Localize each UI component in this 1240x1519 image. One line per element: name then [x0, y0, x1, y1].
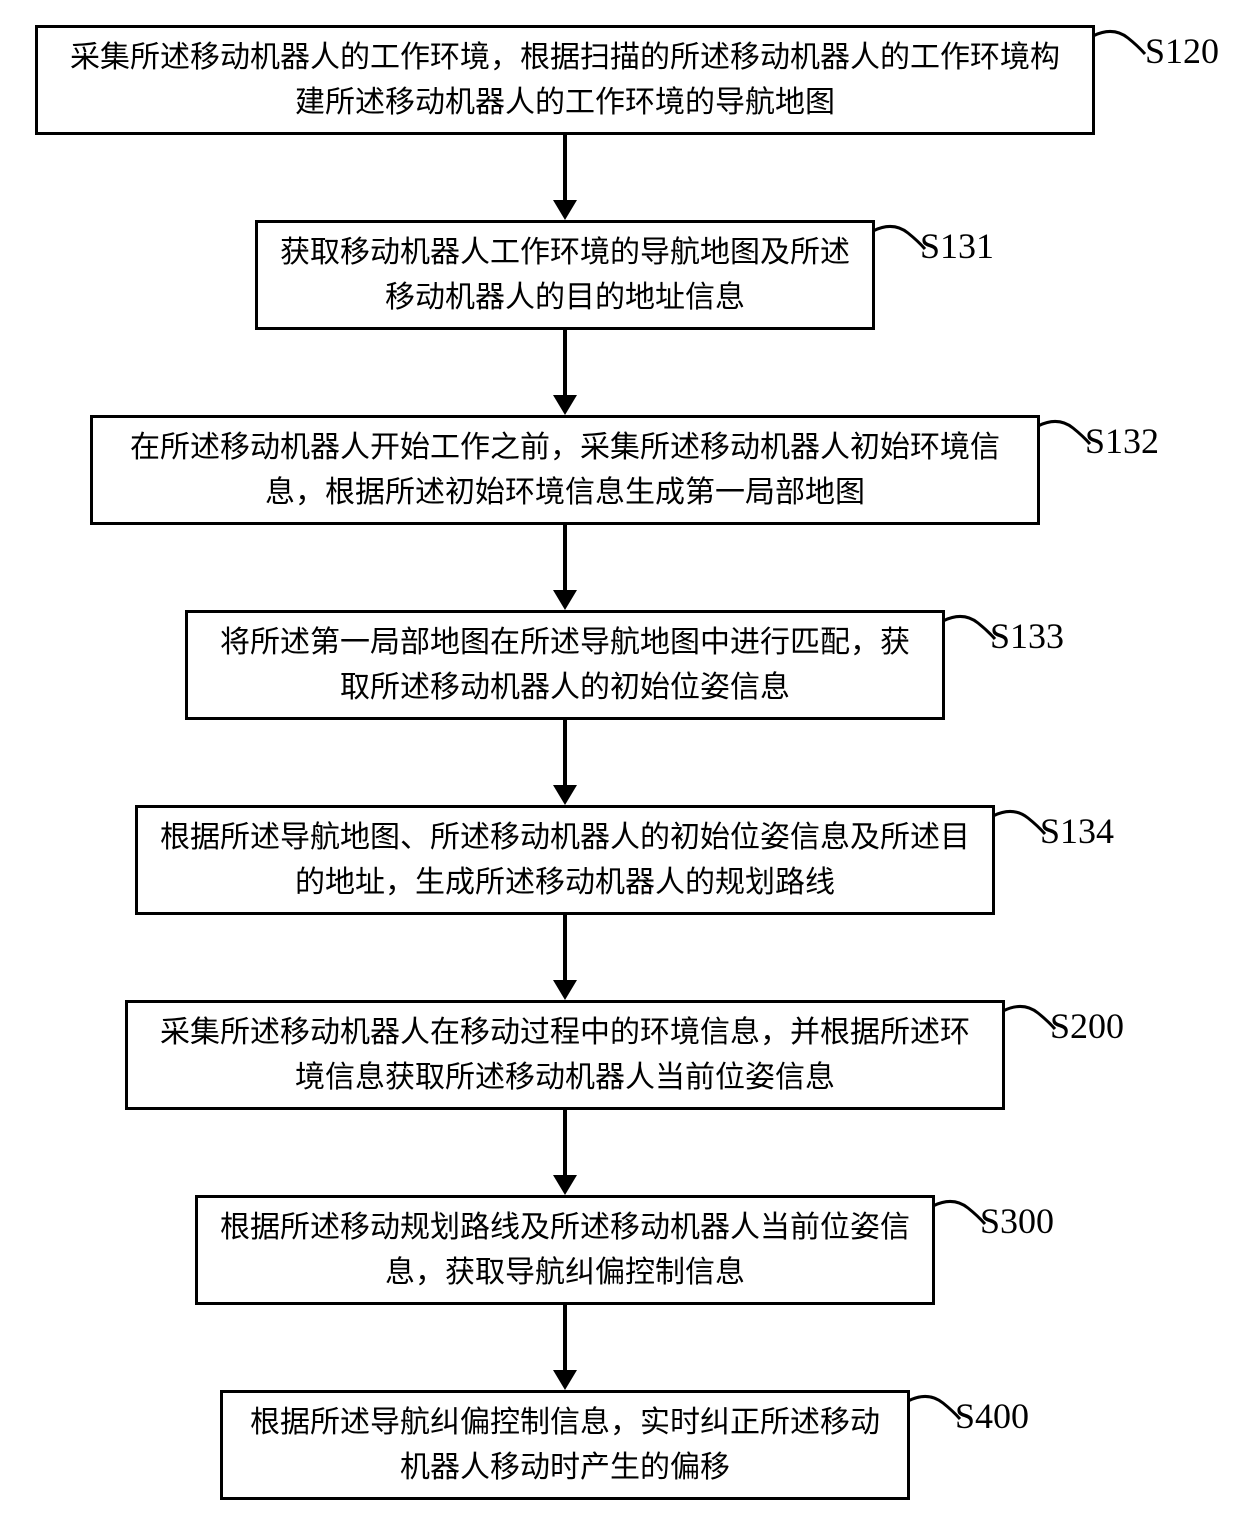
flow-node-s131: 获取移动机器人工作环境的导航地图及所述移动机器人的目的地址信息	[255, 220, 875, 330]
flow-node-s132: 在所述移动机器人开始工作之前，采集所述移动机器人初始环境信息，根据所述初始环境信…	[90, 415, 1040, 525]
arrow	[563, 915, 567, 980]
arrow	[563, 1110, 567, 1175]
flowchart-container: 采集所述移动机器人的工作环境，根据扫描的所述移动机器人的工作环境构建所述移动机器…	[0, 0, 1240, 1519]
flow-node-s300: 根据所述移动规划路线及所述移动机器人当前位姿信息，获取导航纠偏控制信息	[195, 1195, 935, 1305]
arrow-head-icon	[553, 395, 577, 415]
flow-node-s133: 将所述第一局部地图在所述导航地图中进行匹配，获取所述移动机器人的初始位姿信息	[185, 610, 945, 720]
node-text: 采集所述移动机器人在移动过程中的环境信息，并根据所述环境信息获取所述移动机器人当…	[148, 1010, 982, 1100]
node-text: 采集所述移动机器人的工作环境，根据扫描的所述移动机器人的工作环境构建所述移动机器…	[58, 35, 1072, 125]
step-label-s133: S133	[990, 615, 1064, 657]
arrow	[563, 330, 567, 395]
arrow	[563, 1305, 567, 1370]
arrow-head-icon	[553, 785, 577, 805]
flow-node-s120: 采集所述移动机器人的工作环境，根据扫描的所述移动机器人的工作环境构建所述移动机器…	[35, 25, 1095, 135]
arrow-head-icon	[553, 980, 577, 1000]
node-text: 根据所述导航纠偏控制信息，实时纠正所述移动机器人移动时产生的偏移	[243, 1400, 887, 1490]
node-text: 在所述移动机器人开始工作之前，采集所述移动机器人初始环境信息，根据所述初始环境信…	[113, 425, 1017, 515]
label-connector	[1093, 26, 1148, 62]
flow-node-s400: 根据所述导航纠偏控制信息，实时纠正所述移动机器人移动时产生的偏移	[220, 1390, 910, 1500]
node-text: 获取移动机器人工作环境的导航地图及所述移动机器人的目的地址信息	[278, 230, 852, 320]
node-text: 根据所述移动规划路线及所述移动机器人当前位姿信息，获取导航纠偏控制信息	[218, 1205, 912, 1295]
arrow-head-icon	[553, 590, 577, 610]
arrow-head-icon	[553, 1175, 577, 1195]
arrow	[563, 525, 567, 590]
arrow	[563, 135, 567, 200]
step-label-s400: S400	[955, 1395, 1029, 1437]
arrow-head-icon	[553, 1370, 577, 1390]
node-text: 将所述第一局部地图在所述导航地图中进行匹配，获取所述移动机器人的初始位姿信息	[208, 620, 922, 710]
flow-node-s200: 采集所述移动机器人在移动过程中的环境信息，并根据所述环境信息获取所述移动机器人当…	[125, 1000, 1005, 1110]
step-label-s300: S300	[980, 1200, 1054, 1242]
step-label-s120: S120	[1145, 30, 1219, 72]
arrow	[563, 720, 567, 785]
step-label-s132: S132	[1085, 420, 1159, 462]
step-label-s200: S200	[1050, 1005, 1124, 1047]
flow-node-s134: 根据所述导航地图、所述移动机器人的初始位姿信息及所述目的地址，生成所述移动机器人…	[135, 805, 995, 915]
step-label-s134: S134	[1040, 810, 1114, 852]
step-label-s131: S131	[920, 225, 994, 267]
arrow-head-icon	[553, 200, 577, 220]
node-text: 根据所述导航地图、所述移动机器人的初始位姿信息及所述目的地址，生成所述移动机器人…	[158, 815, 972, 905]
